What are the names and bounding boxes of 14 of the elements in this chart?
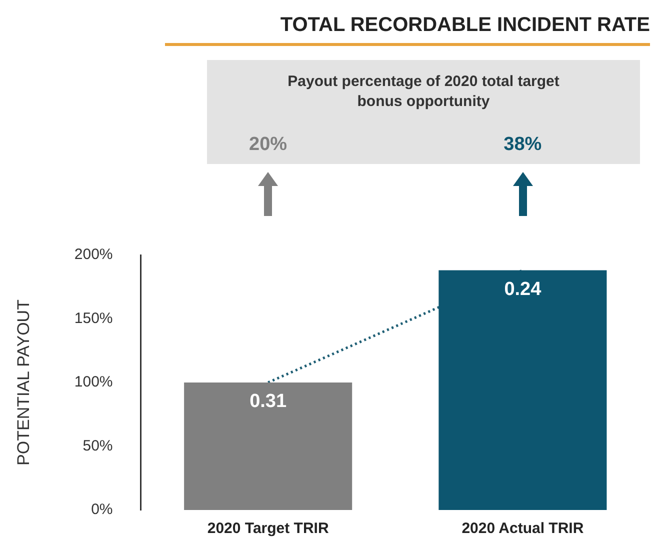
y-tick-label: 150% (74, 310, 113, 327)
text: Payout percentage of 2020 total target bonus opportunity (286, 72, 560, 112)
text: 20% (249, 134, 288, 156)
chart-title: TOTAL RECORDABLE INCIDENT RATE (165, 14, 650, 46)
y-tick-label: 0% (91, 501, 113, 518)
x-tick-label: 2020 Target TRIR (207, 520, 329, 538)
y-tick-label: 200% (74, 246, 113, 264)
y-tick-label: 100% (74, 374, 113, 391)
y-axis-title: POTENTIAL PAYOUT (14, 300, 33, 466)
annotation: 0.31 (250, 391, 287, 412)
text: 38% (504, 134, 542, 156)
x-tick-label: 2020 Actual TRIR (462, 520, 584, 538)
annotation: 0.24 (504, 279, 542, 300)
y-tick-label: 50% (82, 437, 113, 454)
